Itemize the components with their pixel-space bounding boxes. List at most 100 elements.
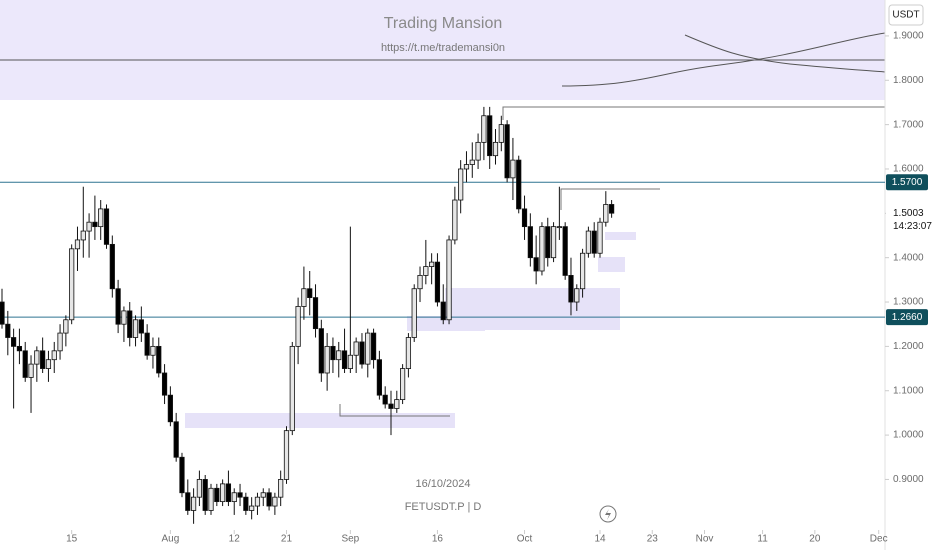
- up-body: [220, 483, 226, 503]
- up-body: [423, 266, 429, 276]
- curve: [684, 34, 886, 73]
- down-body: [359, 341, 365, 365]
- level-line: [339, 106, 885, 417]
- up-body: [278, 479, 284, 498]
- chart-title: Trading Mansion: [384, 15, 503, 32]
- currency-box: [888, 4, 924, 26]
- down-body: [312, 297, 319, 330]
- x-tick-label: 15: [66, 534, 78, 545]
- x-tick-label: 21: [281, 534, 293, 545]
- down-body: [243, 496, 249, 511]
- up-body: [208, 487, 214, 511]
- down-body: [370, 332, 377, 361]
- down-body: [487, 115, 493, 157]
- up-body: [260, 492, 266, 498]
- up-body: [132, 319, 139, 338]
- up-body: [579, 252, 586, 290]
- x-tick-label: Nov: [696, 534, 714, 545]
- y-tick-label: 1.1000: [893, 385, 924, 396]
- up-body: [417, 275, 423, 290]
- up-body: [249, 505, 255, 511]
- last-price-tag: [886, 204, 932, 233]
- down-body: [388, 403, 394, 409]
- down-body: [202, 479, 208, 511]
- up-body: [336, 350, 342, 361]
- curve: [561, 32, 886, 87]
- down-body: [533, 257, 539, 272]
- up-body: [400, 368, 406, 401]
- down-body: [167, 394, 173, 423]
- plot: [0, 106, 885, 524]
- price-tag: [886, 309, 928, 326]
- zone: [185, 413, 455, 428]
- up-body: [405, 337, 412, 369]
- x-tick-label: 14: [594, 534, 606, 545]
- down-body: [376, 359, 382, 396]
- down-body: [330, 345, 336, 361]
- y-tick-label: 1.7000: [893, 119, 924, 130]
- y-tick-label: 1.6000: [893, 164, 924, 175]
- up-body: [585, 230, 591, 254]
- down-body: [504, 124, 510, 179]
- down-body: [568, 275, 574, 303]
- up-body: [411, 288, 417, 338]
- up-body: [196, 479, 203, 498]
- up-body: [231, 492, 237, 503]
- up-body: [324, 345, 330, 374]
- down-body: [266, 492, 272, 507]
- up-body: [57, 332, 63, 352]
- up-body: [80, 230, 86, 241]
- down-body: [562, 226, 568, 276]
- y-tick-label: 1.8000: [893, 75, 924, 86]
- y-tick-label: 1.0000: [893, 430, 924, 441]
- down-body: [144, 332, 150, 356]
- zone: [445, 288, 620, 330]
- up-body: [365, 332, 371, 365]
- down-body: [22, 350, 28, 378]
- up-body: [254, 496, 261, 507]
- down-body: [103, 208, 110, 245]
- up-body: [150, 345, 156, 356]
- up-body: [556, 226, 562, 229]
- down-body: [16, 345, 23, 352]
- zone: [605, 232, 636, 240]
- up-body: [463, 164, 470, 170]
- up-body: [469, 159, 475, 165]
- price-tag-label: 1.5700: [892, 177, 923, 188]
- down-body: [92, 221, 98, 228]
- y-tick-label: 1.4000: [893, 252, 924, 263]
- zone: [598, 257, 625, 272]
- x-tick-label: 16: [432, 534, 444, 545]
- down-body: [237, 492, 243, 498]
- down-body: [40, 350, 46, 369]
- down-body: [341, 350, 348, 369]
- up-body: [289, 345, 295, 432]
- x-tick-label: 23: [647, 534, 659, 545]
- x-tick-label: 20: [809, 534, 821, 545]
- up-body: [550, 226, 557, 259]
- down-body: [434, 261, 441, 303]
- up-body: [353, 341, 359, 356]
- up-body: [481, 115, 487, 143]
- zones: [185, 106, 885, 428]
- y-tick-label: 1.3000: [893, 297, 924, 308]
- down-body: [382, 394, 388, 405]
- currency: USDT: [892, 10, 919, 21]
- down-body: [318, 328, 324, 374]
- x-tick-label: Aug: [161, 534, 179, 545]
- up-body: [539, 226, 545, 272]
- down-body: [440, 301, 446, 321]
- down-body: [214, 487, 220, 503]
- up-body: [74, 239, 81, 250]
- down-body: [516, 159, 522, 210]
- price-tag-label: 1.2660: [892, 312, 923, 323]
- date-watermark: 16/10/2024: [415, 478, 470, 490]
- up-body: [492, 141, 499, 157]
- up-body: [475, 141, 481, 161]
- price-tag: [886, 174, 928, 191]
- down-body: [545, 226, 551, 259]
- down-body: [527, 226, 533, 259]
- x-tick-label: 12: [229, 534, 241, 545]
- up-body: [394, 399, 400, 409]
